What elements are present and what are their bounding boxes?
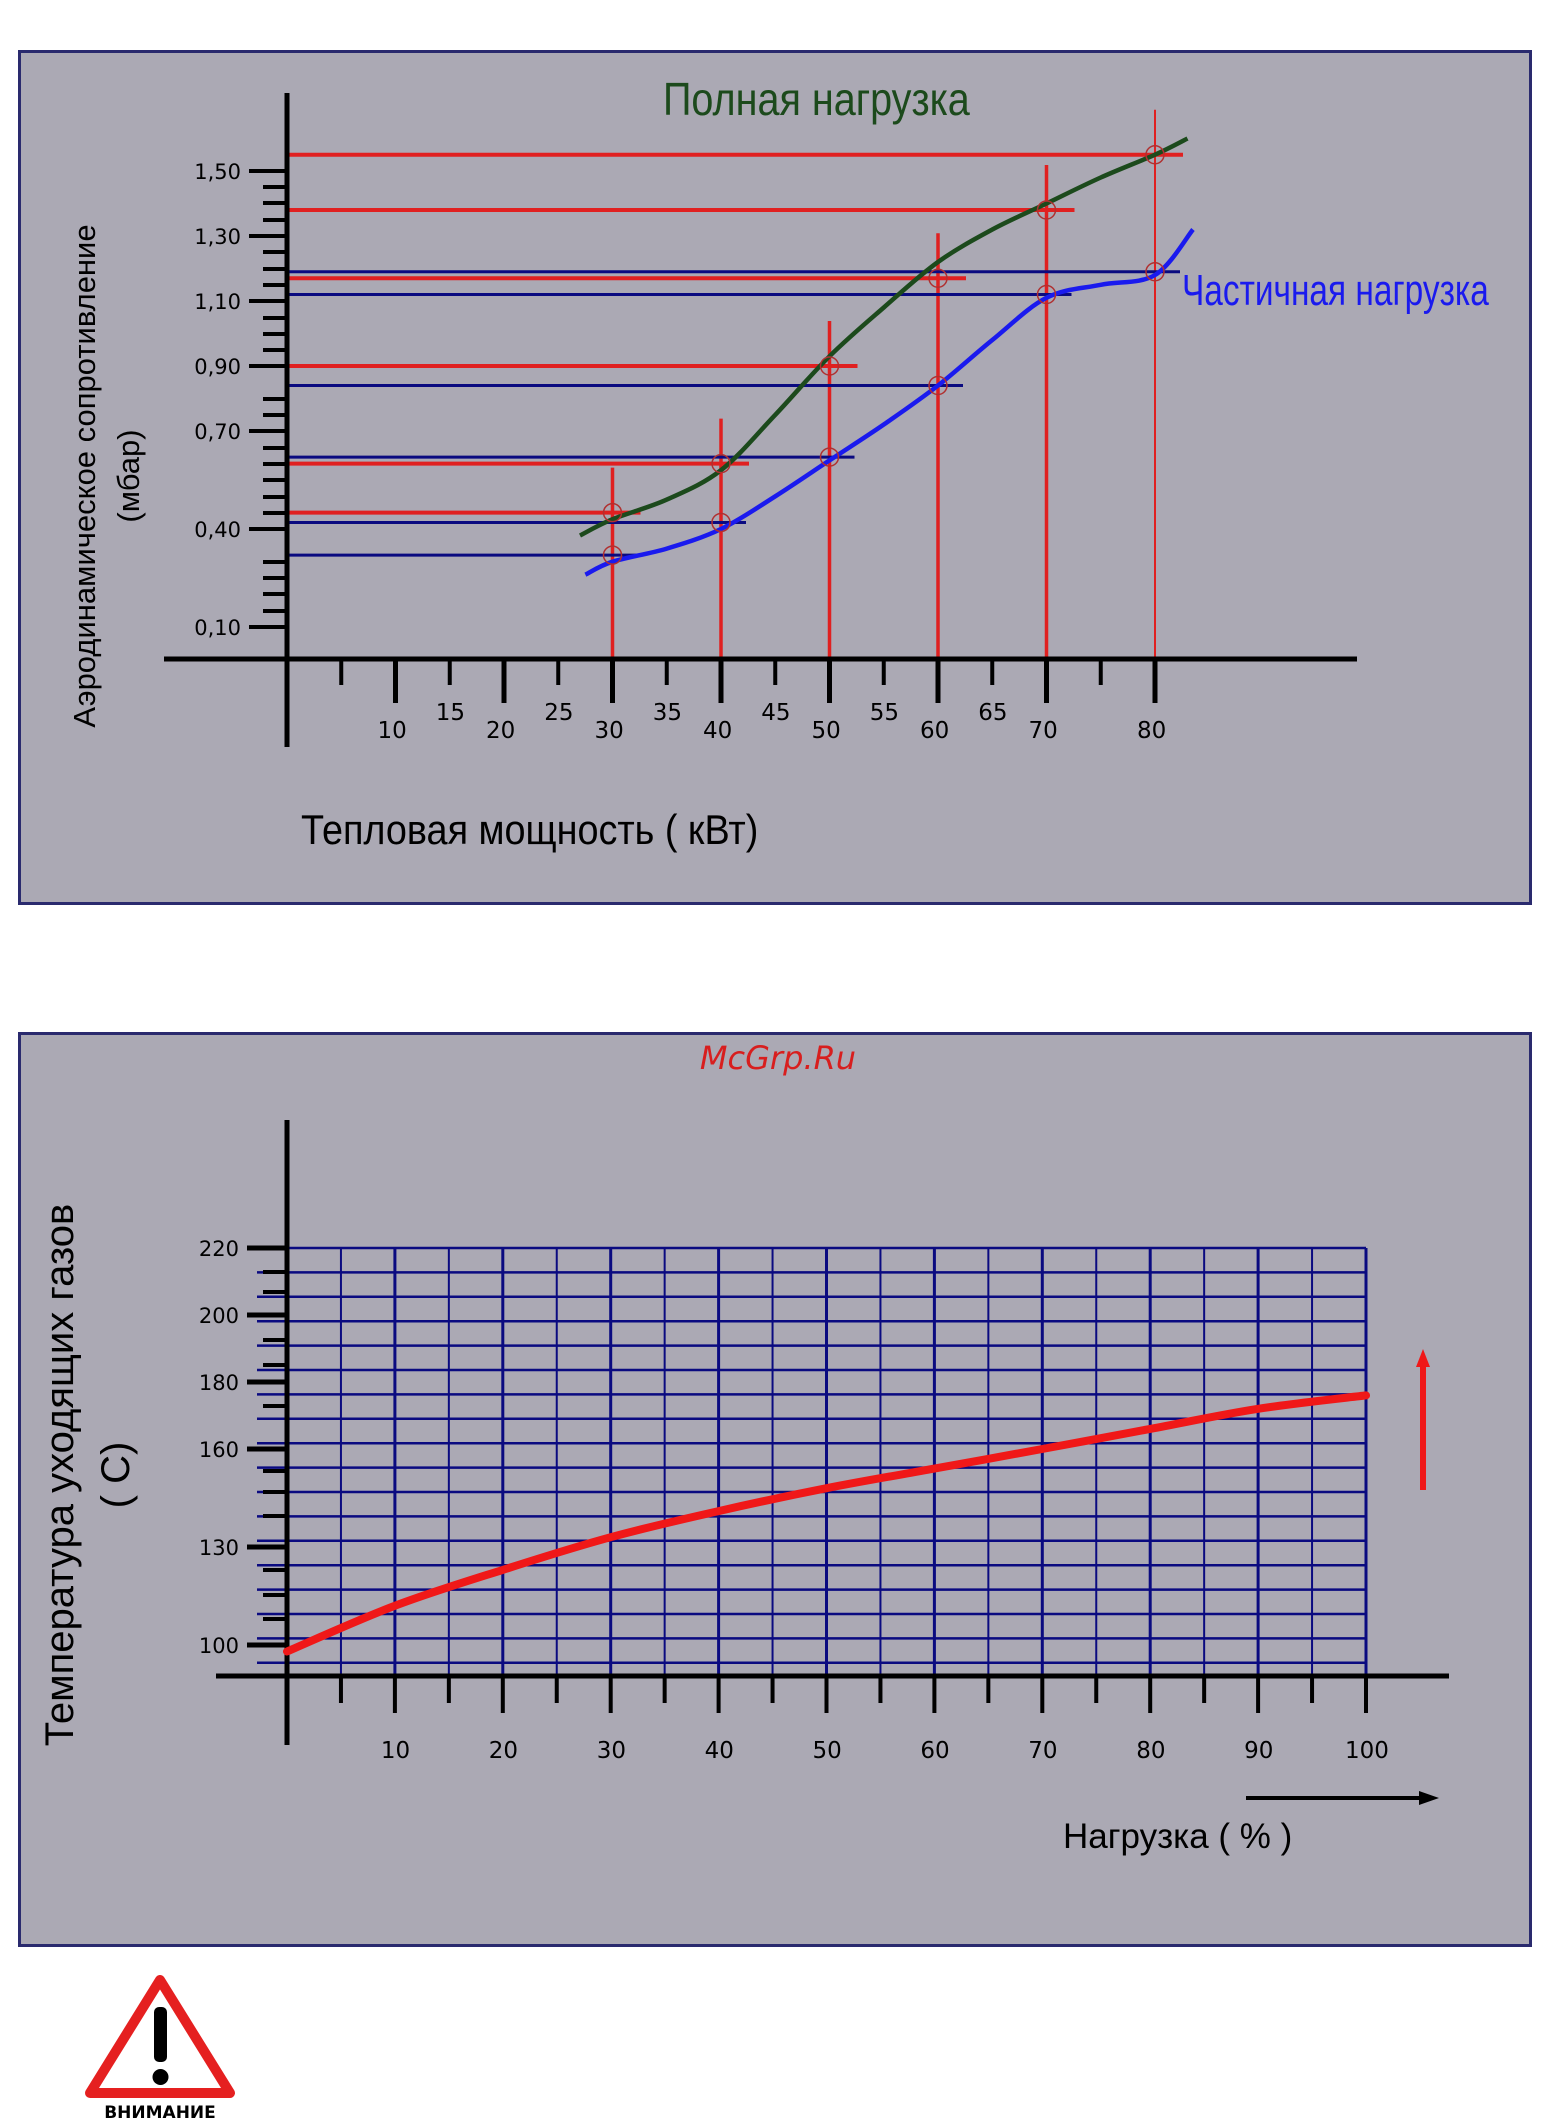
x-minor-tick-label: 35 <box>653 700 682 726</box>
up-arrow-icon <box>1416 1349 1430 1367</box>
y-tick-label: 1,10 <box>194 290 241 314</box>
data-point-marker <box>602 545 623 565</box>
y-axis-title: Температура уходящих газов <box>38 1204 82 1747</box>
warning-label: ВНИМАНИЕ <box>104 2103 216 2123</box>
flue-temperature-chart: 100 130 160 180 200 220 10 20 30 40 50 60 70 80 90 100 M… <box>38 1039 1449 1856</box>
data-point-marker <box>1036 284 1057 305</box>
x-tick-label: 100 <box>1345 1738 1389 1764</box>
y-tick-label: 220 <box>199 1237 239 1261</box>
x-tick-label: 40 <box>703 718 732 744</box>
x-tick-label: 30 <box>595 718 624 744</box>
x-tick-label: 50 <box>812 718 841 744</box>
x-tick-label: 70 <box>1028 1738 1057 1764</box>
x-minor-tick-label: 25 <box>544 700 573 726</box>
partial-load-series-label: Частичная нагрузка <box>1182 267 1489 315</box>
x-tick-label: 20 <box>489 1738 518 1764</box>
warning-sign: ВНИМАНИЕ <box>80 1975 240 2125</box>
y-tick-label: 180 <box>199 1371 239 1395</box>
pressure-chart-panel: 0,10 0,40 0,70 0,90 1,10 1,30 1,50 10 20 30 40 50 60… <box>18 50 1532 905</box>
flue-temperature-chart-panel: 100 130 160 180 200 220 10 20 30 40 50 60 70 80 90 100 M… <box>18 1032 1532 1947</box>
data-point-marker <box>602 502 623 523</box>
y-tick-label: 0,90 <box>194 355 241 379</box>
data-point-marker <box>928 268 948 288</box>
x-tick-label: 10 <box>381 1738 410 1764</box>
y-tick-label: 0,40 <box>194 518 241 542</box>
x-tick-label: 50 <box>813 1738 842 1764</box>
x-tick-label: 40 <box>705 1738 734 1764</box>
y-axis-title: Аэродинамическое сопротивление <box>67 224 102 727</box>
data-point-marker <box>711 453 731 474</box>
y-tick-label: 160 <box>199 1438 239 1462</box>
x-tick-label: 10 <box>378 718 407 744</box>
data-point-marker <box>819 447 840 467</box>
x-minor-tick-label: 45 <box>761 700 790 726</box>
temperature-curve <box>283 1391 1370 1656</box>
x-tick-label: 70 <box>1029 718 1058 744</box>
data-point-marker <box>711 512 731 533</box>
data-point-marker <box>1145 262 1165 282</box>
data-point-marker <box>928 375 948 396</box>
x-tick-label: 20 <box>486 718 515 744</box>
data-point-marker <box>819 356 840 376</box>
x-tick-label: 60 <box>920 1738 949 1764</box>
x-minor-tick-label: 15 <box>436 700 465 726</box>
partial-load-curve <box>584 228 1195 577</box>
y-tick-label: 1,50 <box>194 160 241 184</box>
x-axis-title: Тепловая мощность ( кВт) <box>301 807 758 853</box>
y-axis-unit: ( С) <box>94 1442 138 1509</box>
pressure-drop-chart: 0,10 0,40 0,70 0,90 1,10 1,30 1,50 10 20 30 40 50 60… <box>67 74 1489 853</box>
y-tick-label: 0,10 <box>194 616 241 640</box>
y-tick-label: 130 <box>199 1536 239 1560</box>
x-tick-label: 90 <box>1244 1738 1273 1764</box>
data-point-marker <box>1145 145 1165 165</box>
right-arrow-icon <box>1419 1791 1439 1805</box>
x-tick-label: 30 <box>597 1738 626 1764</box>
x-minor-tick-label: 55 <box>870 700 899 726</box>
full-load-series-label: Полная нагрузка <box>663 74 970 125</box>
full-load-curve <box>578 136 1189 538</box>
warning-triangle-icon: ВНИМАНИЕ <box>85 1975 235 2123</box>
y-tick-label: 100 <box>199 1634 239 1658</box>
x-tick-label: 80 <box>1137 718 1166 744</box>
data-point-marker <box>1036 200 1057 220</box>
watermark: McGrp.Ru <box>700 1039 856 1077</box>
y-tick-label: 1,30 <box>194 225 241 249</box>
y-tick-label: 0,70 <box>194 420 241 444</box>
x-tick-label: 60 <box>920 718 949 744</box>
y-axis-unit: (мбар) <box>111 429 146 522</box>
x-tick-label: 80 <box>1136 1738 1165 1764</box>
y-tick-label: 200 <box>199 1304 239 1328</box>
x-axis-title: Нагрузка ( % ) <box>1063 1817 1292 1856</box>
x-minor-tick-label: 65 <box>978 700 1007 726</box>
